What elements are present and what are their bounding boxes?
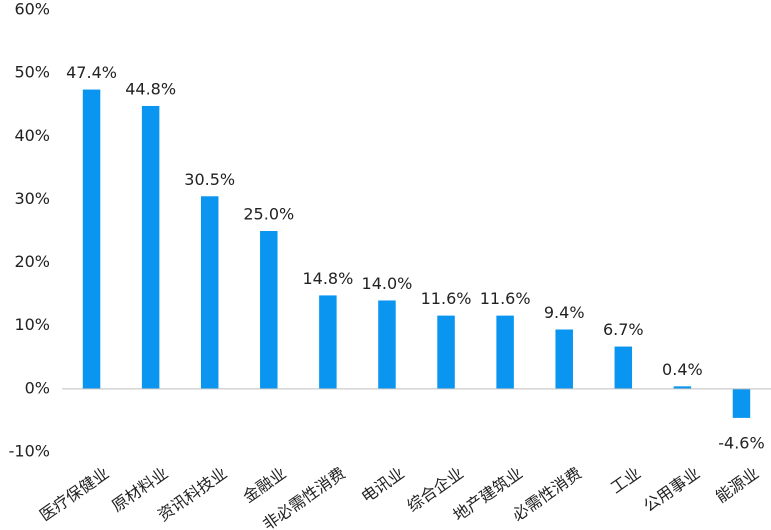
bar — [141, 105, 160, 389]
bar — [319, 295, 337, 389]
y-tick-label: 30% — [14, 189, 50, 208]
bar — [496, 315, 514, 389]
bar — [378, 300, 396, 389]
data-label: 11.6% — [480, 289, 531, 308]
data-label: 14.8% — [302, 269, 353, 288]
bar — [732, 388, 751, 418]
bar — [614, 346, 633, 389]
category-label: 公用事业 — [640, 463, 703, 515]
y-axis-ticks: 60% 50% 40% 30% 20% 10% 0% -10% — [9, 0, 50, 461]
data-label: 25.0% — [243, 205, 294, 224]
category-label: 能源业 — [712, 463, 762, 506]
data-label: 11.6% — [421, 289, 472, 308]
data-label: 30.5% — [184, 170, 235, 189]
y-tick-label: 50% — [14, 63, 50, 82]
category-label: 金融业 — [239, 463, 289, 506]
y-tick-label: 40% — [14, 126, 50, 145]
y-tick-label: 10% — [14, 315, 50, 334]
bar — [437, 315, 455, 389]
y-tick-label: 60% — [14, 0, 50, 19]
y-tick-label: 20% — [14, 252, 50, 271]
bar — [673, 386, 692, 389]
data-labels: 47.4% 44.8% 30.5% 25.0% 14.8% 14.0% 11.6% 11.6%… — [66, 63, 765, 452]
data-label: 44.8% — [125, 79, 176, 98]
bar — [200, 196, 219, 389]
y-tick-label: 0% — [25, 378, 50, 397]
category-label: 电讯业 — [358, 463, 408, 506]
data-label: 14.0% — [362, 274, 413, 293]
bars — [82, 89, 751, 418]
data-label: 0.4% — [662, 360, 703, 379]
bar — [82, 89, 101, 389]
category-label: 工业 — [607, 463, 644, 497]
data-label: 47.4% — [66, 63, 117, 82]
bar — [555, 329, 573, 389]
data-label: 9.4% — [544, 303, 585, 322]
bar — [260, 231, 278, 389]
data-label: -4.6% — [718, 433, 764, 452]
data-label: 6.7% — [603, 320, 644, 339]
y-tick-label: -10% — [9, 442, 50, 461]
category-label: 医疗保健业 — [36, 463, 112, 524]
